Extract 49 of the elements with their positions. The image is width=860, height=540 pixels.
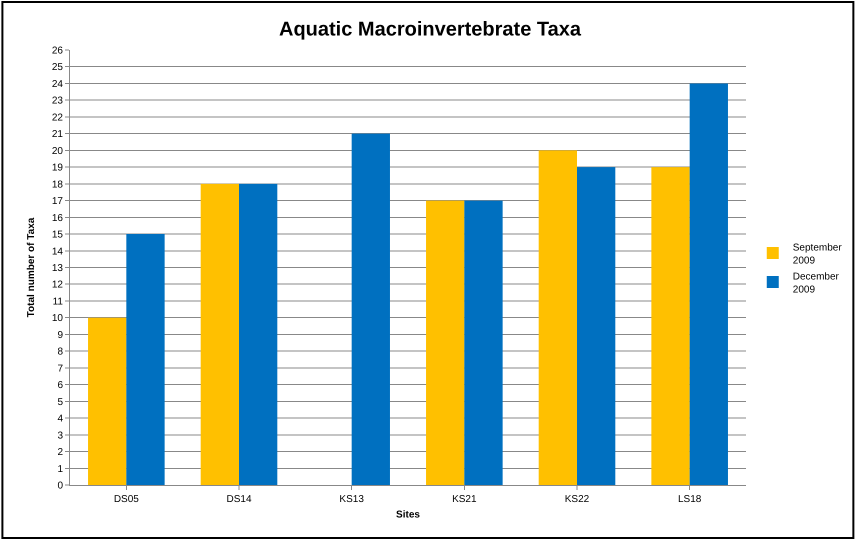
bar — [577, 167, 616, 485]
y-tick-label: 10 — [52, 313, 64, 324]
x-axis-title: Sites — [396, 510, 420, 520]
bar — [352, 134, 390, 485]
bar — [239, 184, 278, 485]
y-tick-label: 20 — [52, 146, 64, 157]
y-tick-label: 4 — [57, 414, 64, 425]
y-tick-label: 18 — [52, 179, 64, 190]
bar — [88, 318, 126, 485]
y-tick-label: 8 — [57, 346, 64, 358]
y-tick-label: 0 — [57, 480, 64, 492]
y-tick-label: 7 — [57, 363, 64, 374]
y-tick-label: 1 — [57, 464, 64, 475]
y-tick-label: 9 — [57, 330, 64, 341]
chart-title: Aquatic Macroinvertebrate Taxa — [279, 18, 582, 41]
bar — [200, 184, 239, 485]
x-tick-label: LS18 — [678, 494, 702, 505]
y-tick-label: 3 — [57, 430, 64, 442]
bar — [651, 167, 690, 485]
y-tick-label: 2 — [57, 447, 64, 458]
y-axis-title: Total number of Taxa — [26, 217, 37, 318]
y-tick-label: 26 — [52, 46, 64, 56]
bar — [126, 234, 165, 485]
y-tick-label: 23 — [52, 96, 64, 107]
bar — [690, 83, 728, 485]
y-tick-label: 21 — [52, 129, 64, 140]
x-tick-label: DS14 — [226, 494, 252, 505]
y-tick-label: 16 — [52, 212, 64, 224]
y-tick-label: 19 — [52, 162, 64, 174]
x-tick-label: DS05 — [114, 494, 140, 505]
y-tick-label: 15 — [52, 230, 64, 241]
x-tick-label: KS13 — [339, 494, 364, 505]
legend-label: December 2009 — [792, 271, 840, 296]
x-tick-label: KS22 — [564, 494, 590, 505]
bar — [538, 150, 577, 485]
y-tick-label: 22 — [52, 112, 64, 124]
y-tick-label: 25 — [52, 62, 64, 74]
y-tick-label: 11 — [52, 296, 64, 308]
y-tick-label: 12 — [52, 280, 64, 291]
y-tick-label: 5 — [57, 396, 64, 408]
x-tick-label: KS21 — [452, 494, 477, 505]
y-tick-label: 24 — [52, 78, 64, 90]
bar — [426, 200, 464, 485]
bar — [464, 200, 503, 485]
legend-label: September 2009 — [792, 242, 842, 266]
y-tick-label: 6 — [57, 380, 64, 392]
y-tick-label: 14 — [52, 246, 64, 258]
y-tick-label: 17 — [52, 196, 64, 208]
y-tick-label: 13 — [52, 263, 64, 274]
